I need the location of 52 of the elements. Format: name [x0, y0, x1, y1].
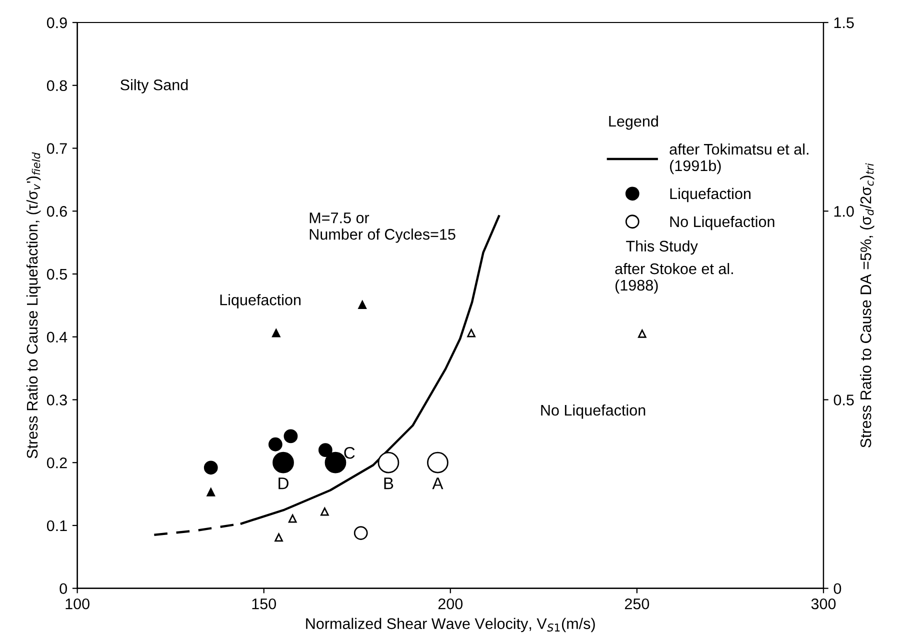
- annotation: This Study: [626, 240, 698, 255]
- legend-label: Liquefaction: [670, 188, 750, 202]
- y2-tick-label: 1.0: [834, 206, 854, 217]
- point: [272, 328, 280, 338]
- point: [354, 526, 368, 540]
- annotation: Silty Sand: [120, 79, 188, 94]
- point: [204, 460, 218, 475]
- y-tick-label: 0.6: [46, 206, 67, 217]
- y-tick-label: 0.8: [46, 80, 67, 92]
- point: [272, 452, 294, 474]
- y-axis-title: Stress Ratio to Cause Liquefaction, (τ/σ$_{v}$')$_{field}$: [26, 152, 41, 458]
- annotation: after Stokoe et al. (1988): [615, 262, 733, 294]
- point: [284, 429, 298, 444]
- annotation: A: [432, 478, 444, 490]
- y-tick-label: 0.5: [46, 268, 67, 280]
- y-tick-label: 0.4: [46, 332, 68, 343]
- point: [358, 300, 367, 309]
- y2-tick-label: 0.5: [834, 394, 854, 406]
- legend-title: Legend: [609, 115, 658, 130]
- point: [318, 443, 332, 457]
- point: [378, 452, 400, 474]
- y-tick-label: 0.9: [46, 17, 67, 28]
- annotation: B: [384, 478, 394, 490]
- x-tick-label: 100: [66, 598, 90, 610]
- x-tick-label: 200: [438, 598, 463, 610]
- x-tick-label: 250: [624, 598, 650, 610]
- legend-label: after Tokimatsu et al. (1991b): [670, 143, 808, 174]
- x-tick-label: 150: [252, 598, 276, 610]
- y2-axis-title: Stress Ratio to Cause DA =5%, (σ$_{d}$/2σ$_{c}$)$_{tri}$: [860, 163, 874, 448]
- y-tick-label: 0.2: [46, 457, 67, 468]
- legend-label: No Liquefaction: [670, 216, 774, 230]
- point: [467, 328, 476, 338]
- x-axis-title: Normalized Shear Wave Velocity, V$_{S1}$(m/s): [306, 618, 595, 632]
- y-tick-label: 0.7: [46, 143, 67, 154]
- x-tick-label: 300: [811, 598, 836, 610]
- annotation: M=7.5 or Number of Cycles=15: [310, 212, 456, 243]
- point: [274, 533, 283, 542]
- point: [320, 507, 329, 516]
- y2-tick-label: 0: [834, 583, 842, 594]
- y-tick-label: 0.1: [46, 520, 67, 532]
- y-tick-label: 0.3: [46, 394, 67, 406]
- point: [427, 452, 448, 474]
- point: [268, 437, 282, 452]
- annotation: D: [278, 478, 288, 490]
- annotation: C: [344, 446, 355, 459]
- y-tick-label: 0: [60, 583, 67, 594]
- annotation: Liquefaction: [220, 294, 300, 308]
- point: [206, 488, 216, 496]
- point: [638, 330, 646, 338]
- y2-tick-label: 1.5: [834, 18, 854, 28]
- annotation: No Liquefaction: [541, 404, 646, 419]
- point: [288, 514, 297, 523]
